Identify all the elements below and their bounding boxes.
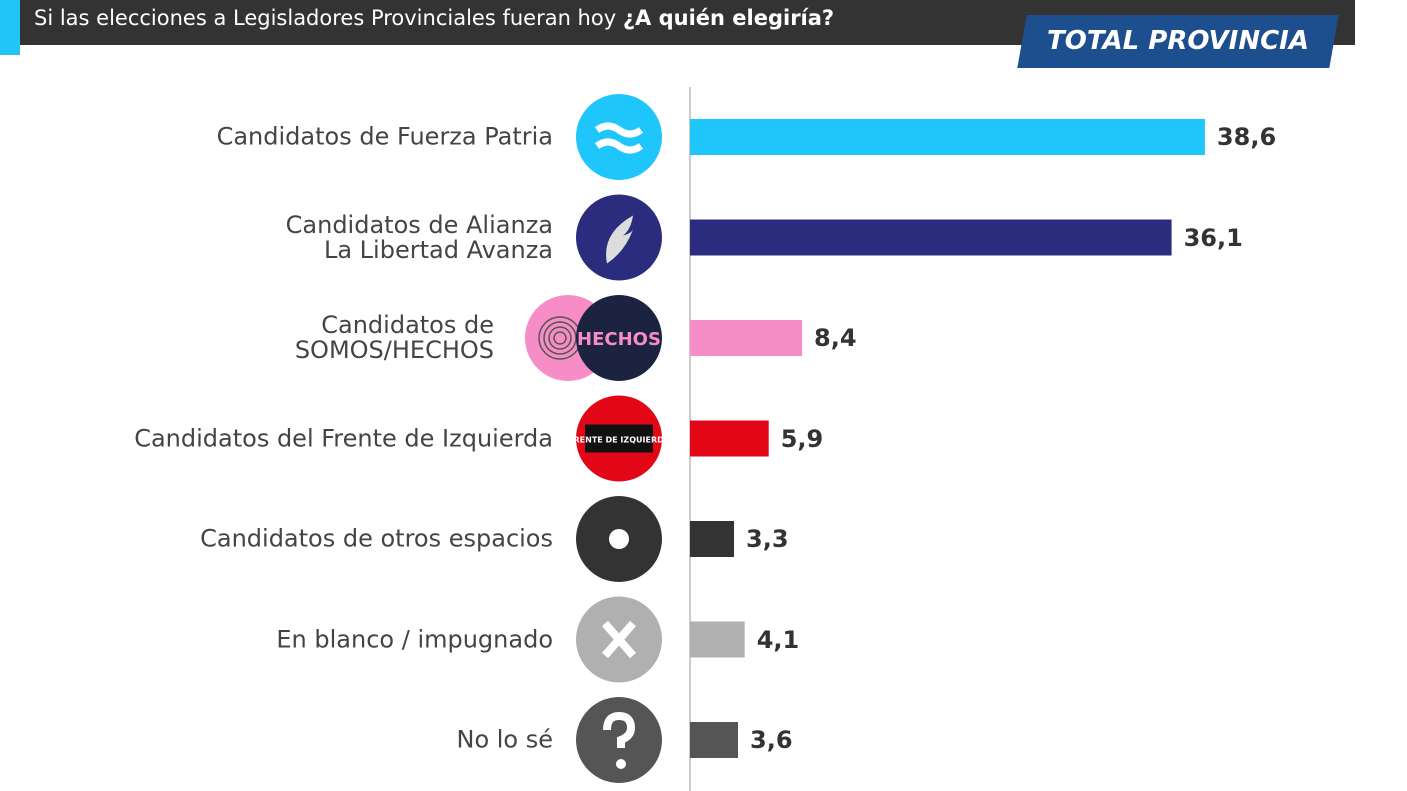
icon-question — [603, 711, 636, 748]
value-label: 8,4 — [814, 324, 857, 352]
chart-title: Si las elecciones a Legisladores Provinc… — [34, 6, 834, 30]
icon — [576, 295, 662, 381]
icon-wave — [594, 138, 644, 154]
badge: TOTAL PROVINCIA — [1047, 26, 1309, 56]
category-label: Candidatos de Alianza La Libertad Avanza — [285, 210, 553, 264]
bar — [690, 420, 769, 457]
icon-wave — [594, 122, 644, 138]
icon-print — [553, 331, 567, 345]
category-label: Candidatos de SOMOS/HECHOS — [294, 311, 494, 364]
value-label: 38,6 — [1216, 123, 1277, 151]
category-label: No lo sé — [456, 725, 553, 754]
icon-feather — [606, 215, 633, 264]
icon-print — [548, 326, 572, 350]
icon-box — [585, 424, 653, 453]
bar — [690, 320, 803, 356]
title-emphasis: ¿A quién elegiría? — [622, 6, 835, 30]
icon-dot — [609, 529, 629, 549]
value-label: 36,1 — [1183, 223, 1243, 252]
category-label: En blanco / impugnado — [276, 625, 553, 653]
icon — [576, 94, 662, 180]
value-label: 3,6 — [750, 726, 793, 754]
title-text: Si las elecciones a Legisladores Provinc… — [34, 6, 617, 30]
logo-text: FRENTE DE IZQUIERDA — [568, 436, 671, 445]
accent-strip — [0, 0, 20, 55]
category-label: Candidatos del Frente de Izquierda — [134, 424, 553, 452]
value-label: 3,3 — [746, 525, 789, 553]
category-label: Candidatos de otros espacios — [200, 524, 553, 553]
icon-x — [601, 620, 637, 659]
bar — [690, 119, 1205, 155]
icon-dot — [616, 759, 626, 769]
logo-text: HECHOS — [577, 329, 661, 350]
category-label: Candidatos de Fuerza Patria — [216, 122, 553, 151]
bar — [690, 219, 1172, 256]
value-label: 4,1 — [756, 625, 800, 654]
value-label: 5,9 — [780, 424, 824, 453]
bar — [690, 722, 739, 758]
bar — [690, 521, 735, 557]
bar — [690, 621, 745, 658]
